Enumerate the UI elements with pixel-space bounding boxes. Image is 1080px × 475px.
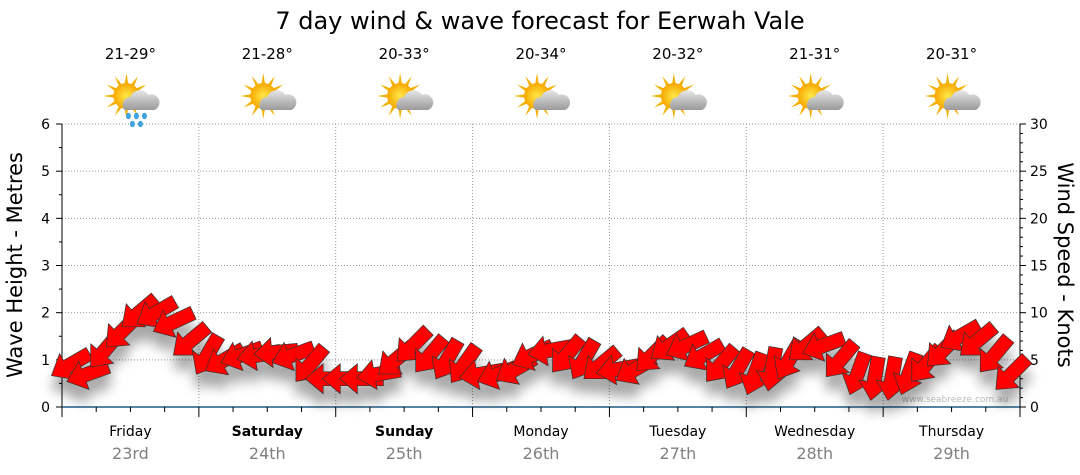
sun-cloud-icon [514,73,571,119]
day-forecast-header: 21-29° 21-28° 20-33° 20-34° 20-32° 21-31° 20-3… [103,45,981,128]
day-temp-range: 21-28° [242,45,293,63]
sun-ray [808,73,813,86]
sun-ray [261,73,266,86]
day-name-label: Wednesday [774,424,855,440]
cloud [122,90,160,110]
wind-arrow [738,350,770,396]
watermark: www.seabreeze.com.au [902,395,1009,405]
sun-ray [535,73,539,86]
cloud [533,90,571,110]
y-left-tick-label: 1 [41,353,50,369]
sun-ray [398,73,403,86]
chart-title: 7 day wind & wave forecast for Eerwah Va… [275,7,804,35]
y-left-tick-label: 4 [41,211,50,227]
wind-arrow [595,354,642,386]
rain-drop [137,120,143,128]
rain-drop [125,112,131,120]
day-date-label: 29th [933,444,970,463]
rain-drop [129,120,135,128]
wind-arrow [825,337,861,378]
wind-arrow [959,320,1000,356]
y-right-tick-label: 15 [1030,259,1048,275]
axes: 0 1 2 3 4 5 6 0 5 10 15 20 25 30 Friday 23rd Saturday 24t… [41,117,1048,463]
day-name-label: Tuesday [648,424,706,440]
wind-arrow [253,336,299,369]
wind-arrow [136,295,180,329]
grid [62,123,1020,407]
day-temp-range: 21-29° [105,45,156,63]
y-left-tick-label: 3 [41,259,50,275]
cloud [670,90,707,110]
wind-arrow [683,337,727,371]
day-name-label: Thursday [918,424,984,440]
y-right-tick-label: 10 [1030,306,1048,322]
cloud [396,90,434,110]
day-date-label: 25th [386,444,423,463]
day-name-label: Saturday [232,424,303,440]
y-right-tick-label: 0 [1030,400,1039,416]
wind-arrow [665,329,710,362]
wind-arrow [979,333,1015,373]
cloud [943,90,981,110]
wind-arrow [802,331,847,362]
rain-drop [133,112,139,120]
sun-ray [103,94,116,98]
sun-cloud-icon [240,73,297,119]
cloud [259,90,297,110]
wind-arrow [271,340,317,372]
day-name-label: Sunday [375,424,433,440]
sun-cloud-rain-icon [103,73,160,128]
sun-ray [377,94,390,98]
wind-arrow [995,352,1033,390]
sun-ray [671,73,676,86]
day-temp-range: 20-31° [926,45,977,63]
wind-arrows [51,292,1033,401]
sun-ray [124,73,129,86]
cloud [806,90,844,110]
wind-arrow [173,320,213,356]
sun-ray [945,73,950,86]
day-date-label: 28th [796,444,833,463]
y-left-tick-label: 5 [41,164,50,180]
sun-cloud-icon [787,73,844,119]
day-temp-range: 20-34° [515,45,566,63]
wind-arrow [940,318,984,352]
wind-arrow [152,305,197,338]
day-date-label: 24th [249,444,286,463]
day-temp-range: 21-31° [789,45,840,63]
y-right-tick-label: 25 [1030,164,1048,180]
sun-ray [514,94,527,98]
y-right-tick-label: 5 [1030,353,1039,369]
sun-cloud-icon [650,73,707,119]
y-right-tick-label: 30 [1030,117,1048,133]
day-date-label: 27th [659,444,696,463]
day-date-label: 23rd [112,444,149,463]
y-left-tick-label: 0 [41,400,50,416]
day-date-label: 26th [523,444,560,463]
sun-ray [650,94,664,98]
y-left-tick-label: 2 [41,306,50,322]
sun-cloud-icon [924,73,981,119]
sun-ray [787,94,800,98]
day-temp-range: 20-33° [379,45,430,63]
y-axis-right-label: Wind Speed - Knots [1053,162,1077,367]
sun-ray [240,94,253,98]
sun-ray [924,94,937,98]
day-temp-range: 20-32° [652,45,703,63]
y-axis-left-label: Wave Height - Metres [3,152,27,378]
wind-arrow [527,335,573,367]
y-left-tick-label: 6 [41,117,50,133]
y-right-tick-label: 20 [1030,211,1048,227]
sun-cloud-icon [377,73,434,119]
rain-drop [141,112,147,120]
day-name-label: Friday [109,424,151,440]
day-name-label: Monday [513,424,568,440]
